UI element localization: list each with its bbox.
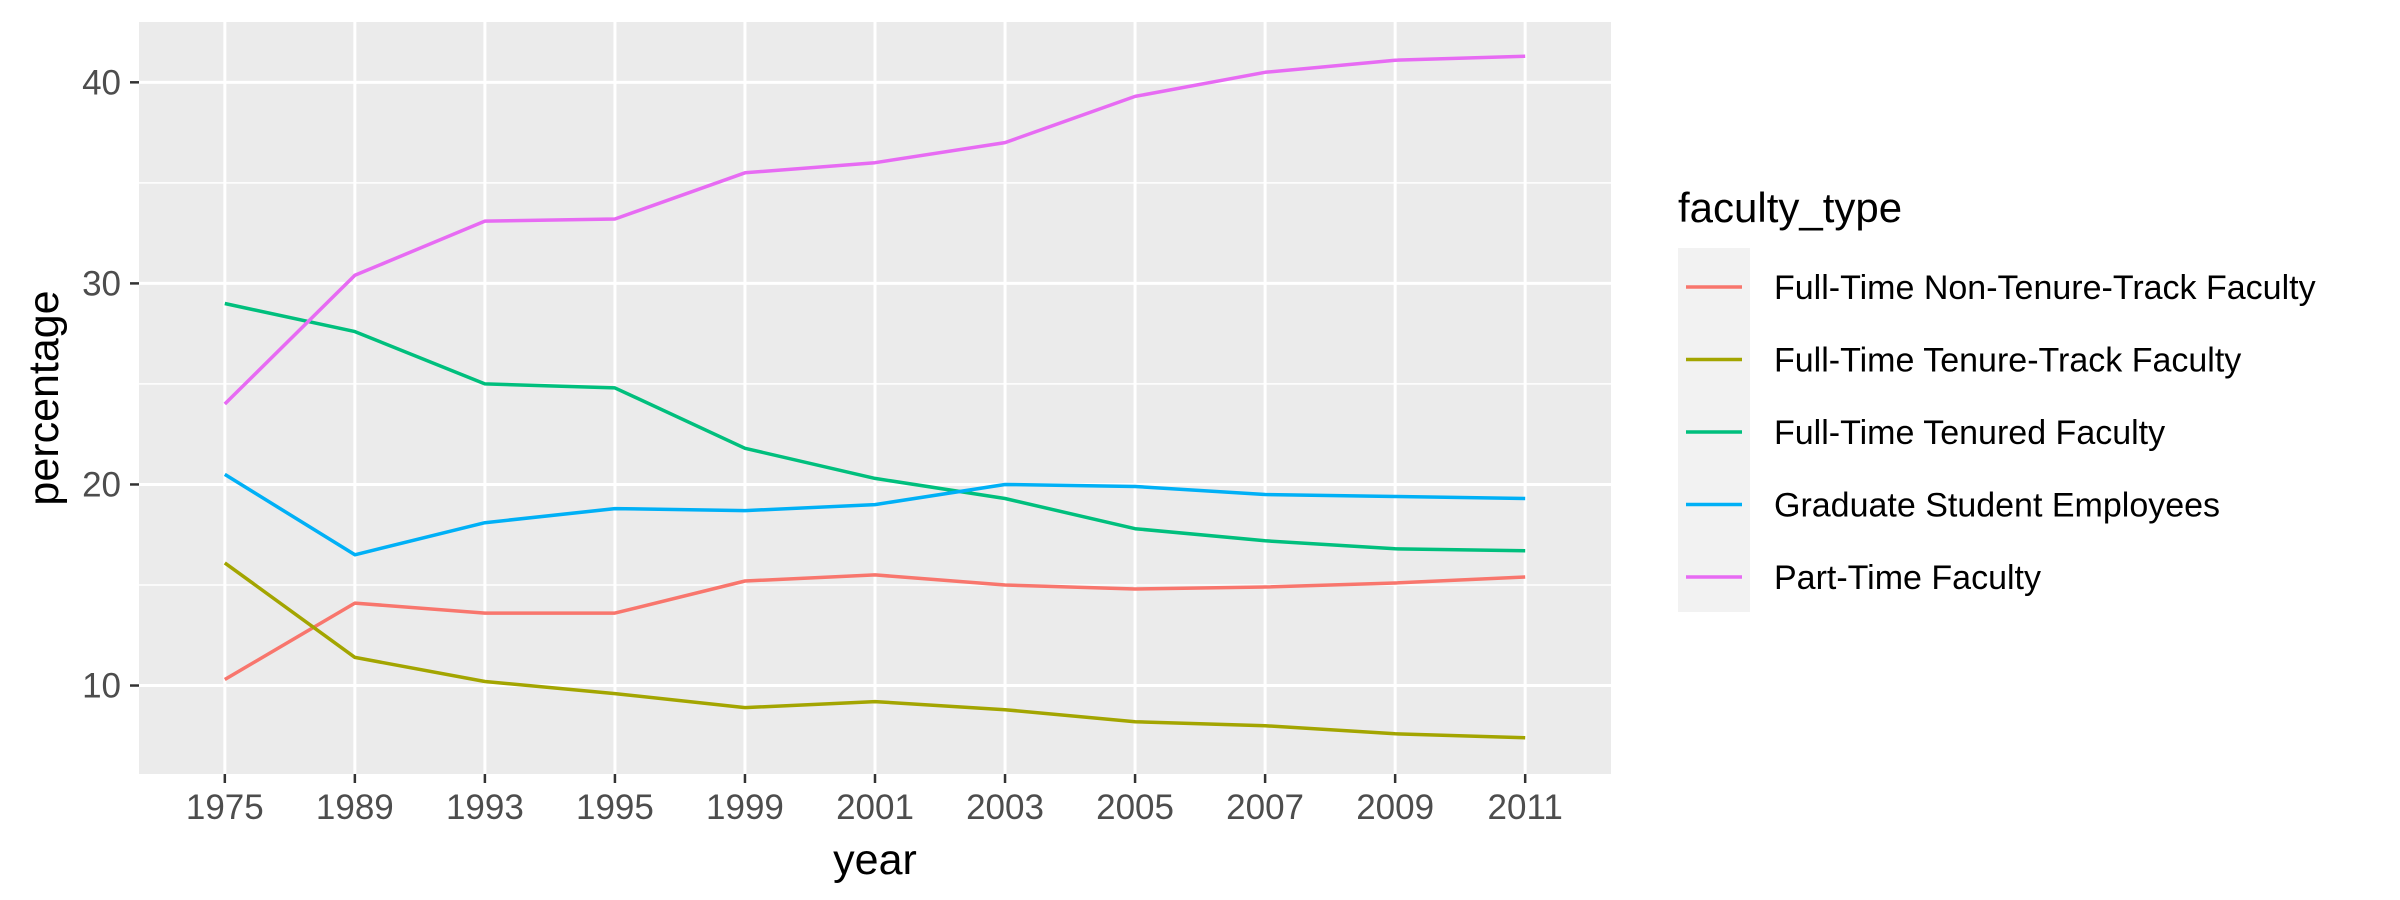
legend-label-5: Part-Time Faculty [1774,559,2041,597]
legend-label-2: Full-Time Tenure-Track Faculty [1774,342,2241,380]
legend: faculty_type Full-Time Non-Tenure-Track … [1678,184,2316,612]
series-line-5 [223,54,1526,406]
x-tick-label: 2011 [1488,788,1563,827]
series-line-3 [224,301,1526,553]
series-lines [223,54,1526,740]
x-tick-label: 2001 [836,788,914,827]
legend-key-background [1678,248,1750,612]
y-axis: 10 20 30 40 [82,63,139,706]
y-tick-label: 10 [82,667,121,706]
x-tick-label: 1975 [186,788,264,827]
series-line-2 [223,561,1526,740]
legend-title: faculty_type [1678,184,1902,231]
series-line-1 [223,573,1526,682]
y-tick-label: 20 [82,465,121,504]
x-tick-label: 2005 [1096,788,1174,827]
y-axis-title: percentage [20,290,68,505]
x-tick-label: 2007 [1226,788,1304,827]
legend-label-3: Full-Time Tenured Faculty [1774,414,2165,452]
y-tick-label: 40 [82,63,121,102]
legend-label-4: Graduate Student Employees [1774,487,2220,525]
x-tick-label: 1993 [446,788,524,827]
x-tick-label: 1999 [706,788,784,827]
x-tick-label: 2009 [1356,788,1434,827]
y-tick-label: 30 [82,264,121,303]
x-axis: 1975 1989 1993 1995 1999 2001 2003 2005 2007 2009… [186,774,1563,827]
x-tick-label: 1989 [316,788,394,827]
legend-items: Full-Time Non-Tenure-Track Faculty Full-T… [1686,269,2316,597]
series-line-4 [223,472,1526,557]
major-gridlines [139,22,1611,774]
x-tick-label: 2003 [966,788,1044,827]
x-axis-title: year [833,836,917,884]
x-tick-label: 1995 [576,788,654,827]
legend-label-1: Full-Time Non-Tenure-Track Faculty [1774,269,2316,307]
